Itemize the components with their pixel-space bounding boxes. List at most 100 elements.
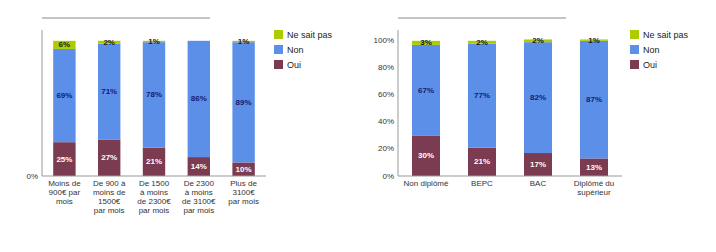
x-tick-line: à moins	[185, 188, 213, 197]
y-tick-label: 100%	[374, 36, 394, 45]
bar-segment	[188, 157, 210, 176]
x-tick-label: Moins de900€ parmois	[48, 179, 81, 206]
x-tick-line: De 1500	[139, 179, 170, 188]
x-tick-label: De 900 àmoins de1500€par mois	[93, 179, 126, 215]
legend-swatch	[630, 45, 639, 54]
x-tick-line: 900€ par	[49, 188, 81, 197]
y-tick-label: 0%	[26, 172, 38, 181]
x-tick-line: moins de	[93, 188, 126, 197]
x-tick-line: Plus de	[230, 179, 257, 188]
legend: Ne sait pas Non Oui	[630, 30, 689, 70]
x-tick-line: De 2300	[184, 179, 215, 188]
data-label: 14%	[191, 162, 207, 171]
bar-segment	[412, 45, 440, 136]
bar-segment	[580, 41, 608, 159]
header-rule	[398, 18, 566, 19]
data-label: 2%	[476, 38, 488, 47]
data-label: 2%	[532, 36, 544, 45]
data-label: 25%	[56, 155, 72, 164]
bar-segment	[524, 42, 552, 153]
bar-segment	[232, 162, 254, 176]
x-axis-line	[42, 176, 266, 177]
figure: 25%27%21%14%10%69%71%78%86%89%6%2%1%1%0%…	[0, 0, 716, 252]
x-tick-line: supérieur	[577, 188, 611, 197]
data-label: 21%	[146, 157, 162, 166]
header-rule	[42, 18, 210, 19]
x-tick-line: à moins	[140, 188, 168, 197]
data-labels: 30%21%17%13%67%77%82%87%3%2%2%1%	[418, 36, 602, 172]
data-label: 86%	[191, 94, 207, 103]
bar-segment	[468, 148, 496, 176]
x-tick-label: De 1500à moinsde 2300€par mois	[137, 179, 171, 215]
bar-segment	[53, 49, 75, 142]
legend-swatch	[274, 45, 283, 54]
legend-label: Non	[643, 45, 660, 55]
bar-segment	[188, 41, 210, 157]
x-tick-label: Plus de3100€par mois	[228, 179, 259, 206]
bar-segment	[412, 135, 440, 176]
x-tick-line: Moins de	[48, 179, 81, 188]
legend-swatch	[274, 30, 283, 39]
x-tick-line: De 900 à	[93, 179, 126, 188]
x-tick-line: 1500€	[98, 197, 121, 206]
bar-segment	[143, 148, 165, 176]
x-tick-line: 3100€	[232, 188, 255, 197]
chart: 30%21%17%13%67%77%82%87%3%2%2%1%0%20%40%…	[374, 18, 689, 197]
y-tick-label: 0%	[382, 172, 394, 181]
data-label: 17%	[530, 160, 546, 169]
x-tick-line: de 3100€	[182, 197, 216, 206]
bar-segment	[524, 153, 552, 176]
data-label: 27%	[101, 153, 117, 162]
x-tick-label: Diplômé dusupérieur	[574, 179, 614, 197]
bar-segment	[98, 140, 120, 177]
x-tick-line: de 2300€	[137, 197, 171, 206]
bar-segment	[53, 142, 75, 176]
bar-segment	[188, 40, 210, 41]
x-tick-label: BAC	[530, 179, 547, 188]
data-label: 87%	[586, 95, 602, 104]
legend-swatch	[274, 60, 283, 69]
bars	[412, 39, 608, 176]
y-axis-line	[42, 30, 43, 176]
x-tick-line: BAC	[530, 179, 547, 188]
bar-segment	[53, 41, 75, 49]
x-tick-line: par mois	[183, 206, 214, 215]
data-label: 1%	[148, 37, 160, 46]
legend-label: Oui	[287, 60, 301, 70]
y-axis-line	[398, 30, 399, 176]
bars	[53, 41, 255, 176]
x-tick-line: BEPC	[471, 179, 493, 188]
bar-segment	[143, 42, 165, 147]
bar-segment	[580, 158, 608, 176]
data-label: 1%	[238, 37, 250, 46]
legend-label: Ne sait pas	[643, 30, 689, 40]
data-label: 30%	[418, 151, 434, 160]
x-tick-line: mois	[56, 197, 73, 206]
legend-swatch	[630, 30, 639, 39]
data-label: 2%	[103, 38, 115, 47]
y-tick-label: 20%	[378, 144, 394, 153]
y-tick-label: 80%	[378, 63, 394, 72]
data-label: 78%	[146, 90, 162, 99]
y-tick-label: 40%	[378, 117, 394, 126]
data-label: 82%	[530, 93, 546, 102]
legend-label: Oui	[643, 60, 657, 70]
data-label: 21%	[474, 157, 490, 166]
bar-segment	[232, 42, 254, 162]
data-label: 67%	[418, 86, 434, 95]
x-tick-line: Diplômé du	[574, 179, 614, 188]
data-label: 71%	[101, 87, 117, 96]
data-label: 3%	[420, 38, 432, 47]
x-tick-line: par mois	[94, 206, 125, 215]
x-axis-line	[398, 176, 622, 177]
chart: 25%27%21%14%10%69%71%78%86%89%6%2%1%1%0%…	[26, 18, 332, 215]
x-tick-label: Non diplômé	[404, 179, 449, 188]
data-label: 10%	[236, 165, 252, 174]
data-label: 69%	[56, 91, 72, 100]
legend-swatch	[630, 60, 639, 69]
x-tick-line: par mois	[228, 197, 259, 206]
data-labels: 25%27%21%14%10%69%71%78%86%89%6%2%1%1%	[56, 37, 251, 174]
bar-segment	[468, 44, 496, 148]
legend: Ne sait pasNonOui	[274, 30, 333, 70]
x-tick-label: BEPC	[471, 179, 493, 188]
